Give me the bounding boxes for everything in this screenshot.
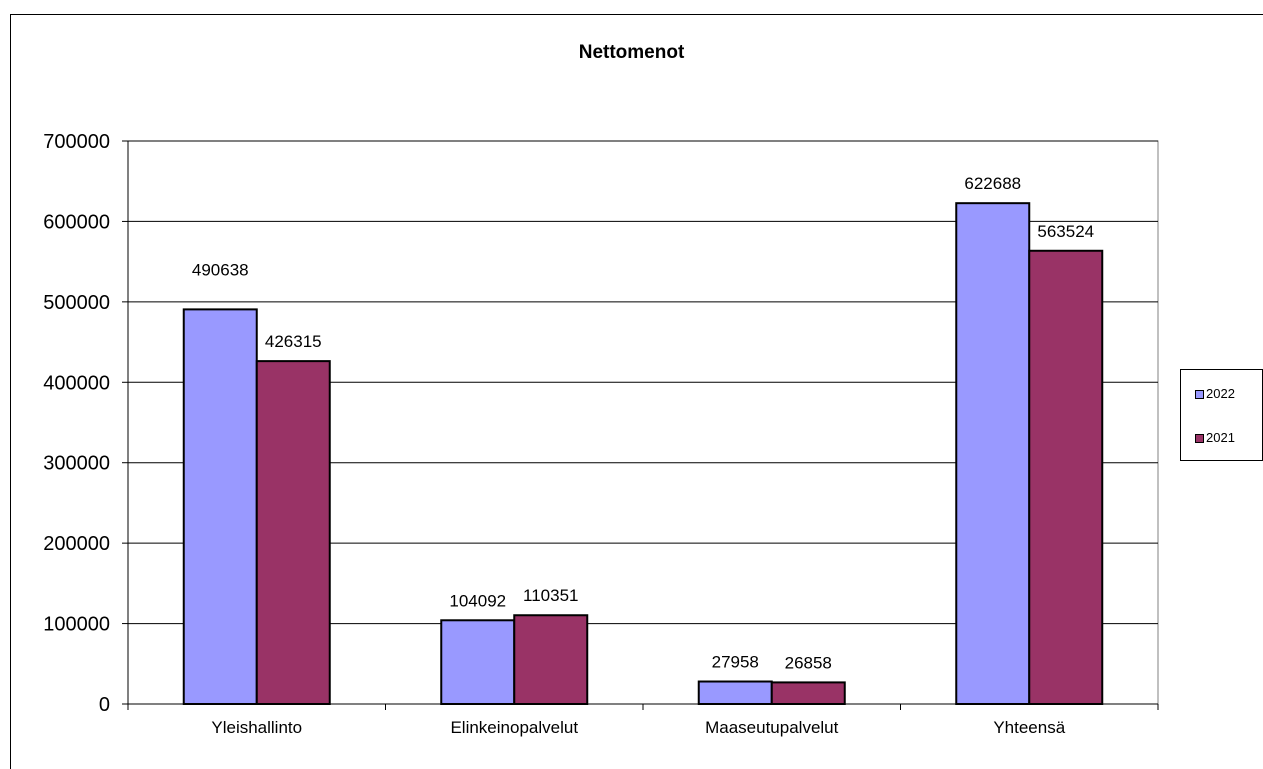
y-tick-label: 600000 [43,211,110,233]
data-label-2021: 110351 [523,586,578,605]
data-label-2021: 563524 [1037,222,1094,241]
legend-swatch-2021 [1195,434,1204,444]
legend-item-2022: 2022 [1195,386,1235,401]
bar-2022 [697,680,773,706]
data-label-2022: 27958 [712,653,759,672]
y-tick-label: 200000 [43,533,110,555]
bar-2021 [255,360,331,705]
bar-2022 [440,619,516,705]
legend-swatch-2022 [1195,390,1204,400]
data-label-2022: 490638 [192,260,249,279]
legend-label-2022: 2022 [1206,386,1235,401]
x-tick-label: Elinkeinopalvelut [450,718,578,737]
legend-label-2021: 2021 [1206,430,1235,445]
chart-frame [10,14,1263,769]
y-tick-label: 500000 [43,292,110,314]
bar-2021 [770,681,846,706]
bar-2021 [513,614,589,706]
bar-2022 [182,308,258,705]
legend-item-2021: 2021 [1195,430,1235,445]
y-tick-label: 400000 [43,372,110,394]
y-tick-label: 700000 [43,131,110,153]
y-tick-label: 0 [99,694,110,716]
bar-2022 [955,202,1031,705]
data-label-2022: 104092 [449,591,506,610]
x-tick-label: Yhteensä [993,718,1065,737]
bar-2021 [1028,249,1104,706]
data-label-2021: 426315 [265,332,322,351]
x-tick-label: Maaseutupalvelut [705,718,839,737]
data-label-2021: 26858 [785,653,832,672]
chart-title: Nettomenot [578,42,685,63]
legend: 2022 2021 [1180,369,1263,461]
y-tick-label: 300000 [43,453,110,475]
y-tick-label: 100000 [43,614,110,636]
data-label-2022: 622688 [964,174,1021,193]
x-tick-label: Yleishallinto [211,718,302,737]
